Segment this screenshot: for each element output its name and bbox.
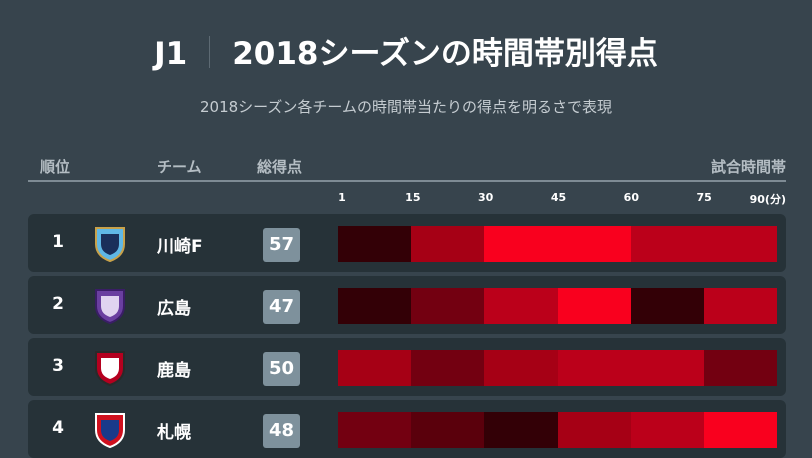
heat-cell-61-75 (630, 412, 704, 448)
heat-cell-1-15 (338, 226, 412, 262)
rank-value: 1 (52, 232, 64, 252)
total-goals-badge: 57 (263, 228, 300, 262)
rank-value: 4 (52, 418, 64, 438)
heat-cell-46-60 (557, 226, 631, 262)
league-label: J1 (154, 36, 188, 72)
team-row: 2 広島 47 (28, 276, 786, 334)
heat-cell-16-30 (411, 288, 485, 324)
heat-cell-31-45 (484, 412, 558, 448)
x-tick-label: 60 (623, 191, 639, 204)
heat-cell-76-90 (703, 350, 778, 386)
x-tick-label: 45 (550, 191, 567, 204)
goal-heat-bar (338, 288, 778, 324)
team-row: 1 川崎F 57 (28, 214, 786, 272)
heat-cell-1-15 (338, 412, 412, 448)
header-divider (28, 180, 786, 182)
total-goals-badge: 48 (263, 414, 300, 448)
rank-value: 2 (52, 294, 64, 314)
heat-cell-16-30 (411, 226, 485, 262)
total-goals-badge: 47 (263, 290, 300, 324)
x-tick-label: 1 (338, 191, 346, 204)
heat-cell-46-60 (557, 412, 631, 448)
team-crest-icon (95, 289, 125, 324)
rank-value: 3 (52, 356, 64, 376)
heat-cell-61-75 (630, 288, 704, 324)
x-tick-label: 30 (478, 191, 494, 204)
goal-heat-bar (338, 350, 778, 386)
team-crest-icon (95, 227, 125, 262)
heat-cell-1-15 (338, 350, 412, 386)
team-name: 広島 (157, 299, 191, 319)
heat-cell-76-90 (703, 412, 778, 448)
x-tick-label: 75 (696, 191, 712, 204)
heat-cell-46-60 (557, 350, 631, 386)
subtitle: 2018シーズン各チームの時間帯当たりの得点を明るさで表現 (200, 98, 612, 116)
team-name: 鹿島 (157, 361, 191, 381)
total-goals-badge: 50 (263, 352, 300, 386)
x-tick-label: 15 (405, 191, 421, 204)
column-header-rank: 順位 (40, 158, 71, 176)
heat-cell-61-75 (630, 226, 704, 262)
heat-cell-16-30 (411, 350, 485, 386)
team-name: 川崎F (157, 237, 203, 257)
heat-cell-46-60 (557, 288, 631, 324)
goal-heat-bar (338, 412, 778, 448)
team-crest-icon (95, 351, 125, 386)
team-row: 4 札幌 48 (28, 400, 786, 458)
column-header-team: チーム (157, 158, 202, 176)
heat-cell-31-45 (484, 226, 558, 262)
page-title: J1 2018シーズンの時間帯別得点 (0, 28, 812, 73)
team-name: 札幌 (157, 423, 191, 443)
title-text: 2018シーズンの時間帯別得点 (232, 36, 658, 72)
team-crest-icon (95, 413, 125, 448)
column-header-time: 試合時間帯 (710, 158, 786, 176)
heat-cell-16-30 (411, 412, 485, 448)
team-row: 3 鹿島 50 (28, 338, 786, 396)
goal-heat-bar (338, 226, 778, 262)
heat-cell-76-90 (703, 288, 778, 324)
heat-cell-76-90 (703, 226, 778, 262)
column-header-total: 総得点 (257, 158, 303, 176)
x-tick-label: 90(分) (749, 193, 786, 206)
title-divider (209, 36, 211, 68)
heat-cell-1-15 (338, 288, 412, 324)
heat-cell-31-45 (484, 350, 558, 386)
heat-cell-61-75 (630, 350, 704, 386)
heat-cell-31-45 (484, 288, 558, 324)
